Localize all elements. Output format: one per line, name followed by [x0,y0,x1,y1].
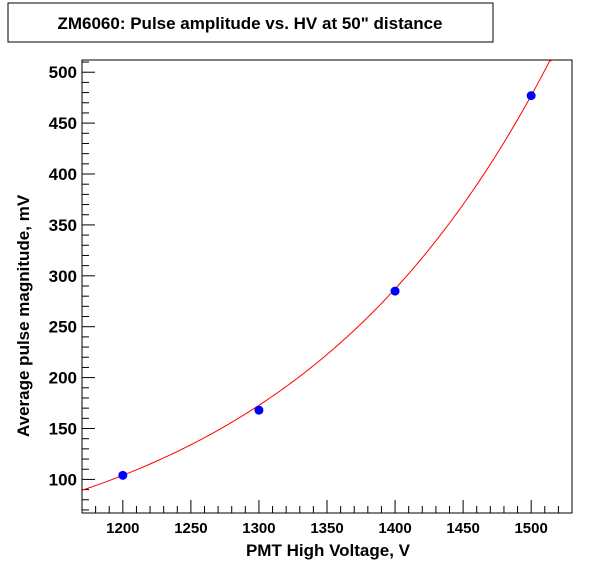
data-point [254,405,264,415]
data-point [526,91,536,101]
x-tick-label: 1350 [310,520,343,537]
y-axis-label: Average pulse magnitude, mV [14,194,33,437]
y-tick-label: 400 [49,165,77,184]
y-tick-label: 100 [49,470,77,489]
plot-frame [81,59,573,514]
data-point [118,470,128,480]
x-axis-label: PMT High Voltage, V [246,541,411,560]
y-tick-label: 450 [49,114,77,133]
y-tick-label: 250 [49,318,77,337]
x-tick-label: 1450 [446,520,479,537]
data-point [390,286,400,296]
y-tick-label: 300 [49,267,77,286]
x-tick-label: 1500 [514,520,547,537]
plot-layer: 1200 1250 1300 1350 1400 1450 1500 100 150 200 250… [49,59,573,537]
y-tick-label: 150 [49,420,77,439]
x-tick-label: 1400 [378,520,411,537]
y-tick-label: 200 [49,369,77,388]
chart-title: ZM6060: Pulse amplitude vs. HV at 50" di… [57,14,442,33]
y-tick-label: 500 [49,63,77,82]
fit-curve [81,59,554,491]
x-tick-label: 1300 [242,520,275,537]
x-tick-label: 1250 [174,520,207,537]
y-tick-label: 350 [49,216,77,235]
title-box [7,2,494,43]
x-tick-label: 1200 [106,520,139,537]
